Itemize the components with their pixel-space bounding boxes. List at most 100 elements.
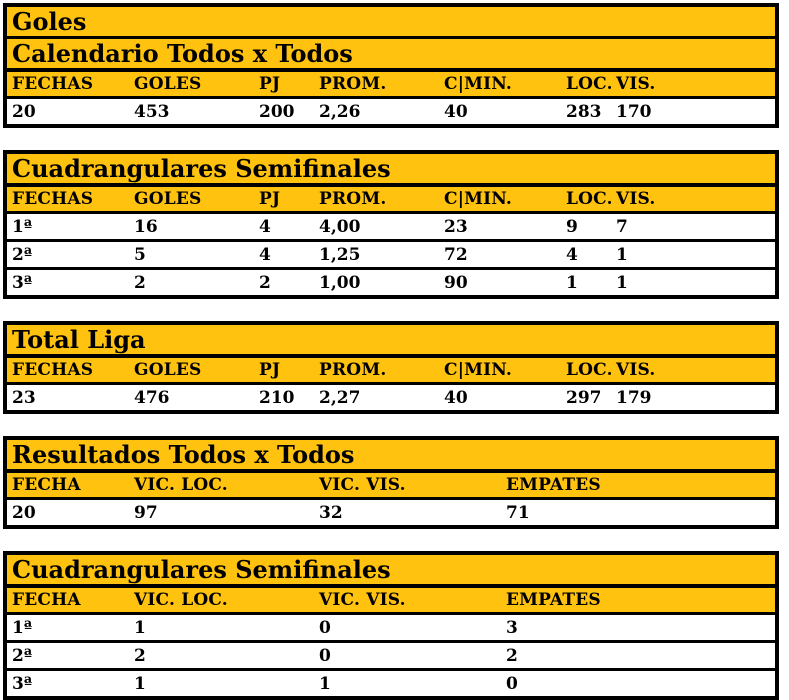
- cell-prom: 1,25: [314, 239, 439, 269]
- cell-goles: 476: [129, 382, 254, 412]
- cell-pj: 210: [254, 382, 314, 412]
- cell-empates: 2: [501, 640, 777, 670]
- cell-fechas: 2ª: [5, 239, 129, 269]
- cell-prom: 1,00: [314, 267, 439, 297]
- column-header-pj: PJ: [254, 68, 314, 99]
- cell-vic-loc: 1: [129, 668, 314, 698]
- cell-pj: 4: [254, 211, 314, 241]
- cell-cmin: 23: [439, 211, 561, 241]
- column-header-prom: PROM.: [314, 68, 439, 99]
- column-header-fechas: FECHAS: [5, 354, 129, 385]
- column-header-vic-vis: VIC. VIS.: [314, 469, 501, 500]
- section-title: Cuadrangulares Semifinales: [5, 553, 777, 588]
- column-header-vis: VIS.: [611, 68, 777, 99]
- header-row: FECHAS GOLES PJ PROM. C|MIN. LOC. VIS.: [5, 354, 777, 385]
- title-row: Cuadrangulares Semifinales: [5, 553, 777, 588]
- data-row: 20 453 200 2,26 40 283 170: [5, 96, 777, 126]
- column-header-loc: LOC.: [561, 183, 611, 214]
- cell-vic-vis: 0: [314, 612, 501, 642]
- data-row: 3ª 1 1 0: [5, 668, 777, 698]
- column-header-cmin: C|MIN.: [439, 68, 561, 99]
- column-header-prom: PROM.: [314, 354, 439, 385]
- column-header-vis: VIS.: [611, 183, 777, 214]
- column-header-goles: GOLES: [129, 183, 254, 214]
- cell-empates: 71: [501, 497, 777, 527]
- cell-fechas: 1ª: [5, 211, 129, 241]
- column-header-fechas: FECHAS: [5, 183, 129, 214]
- data-row: 23 476 210 2,27 40 297 179: [5, 382, 777, 412]
- cell-goles: 2: [129, 267, 254, 297]
- cell-goles: 5: [129, 239, 254, 269]
- column-header-goles: GOLES: [129, 354, 254, 385]
- cell-empates: 3: [501, 612, 777, 642]
- column-header-vic-loc: VIC. LOC.: [129, 469, 314, 500]
- goles-cuadrangulares-table: Cuadrangulares Semifinales FECHAS GOLES …: [3, 150, 779, 299]
- goles-calendario-table: Goles Calendario Todos x Todos FECHAS GO…: [3, 3, 779, 128]
- resultados-calendario-table: Resultados Todos x Todos FECHA VIC. LOC.…: [3, 436, 779, 529]
- cell-fecha: 2ª: [5, 640, 129, 670]
- cell-loc: 4: [561, 239, 611, 269]
- column-header-cmin: C|MIN.: [439, 183, 561, 214]
- cell-fechas: 3ª: [5, 267, 129, 297]
- column-header-pj: PJ: [254, 354, 314, 385]
- cell-loc: 297: [561, 382, 611, 412]
- cell-vis: 179: [611, 382, 777, 412]
- data-row: 2ª 2 0 2: [5, 640, 777, 670]
- header-row: FECHA VIC. LOC. VIC. VIS. EMPATES: [5, 469, 777, 500]
- column-header-loc: LOC.: [561, 354, 611, 385]
- header-row: FECHA VIC. LOC. VIC. VIS. EMPATES: [5, 584, 777, 615]
- data-row: 1ª 16 4 4,00 23 9 7: [5, 211, 777, 241]
- cell-cmin: 90: [439, 267, 561, 297]
- cell-vic-loc: 2: [129, 640, 314, 670]
- cell-pj: 2: [254, 267, 314, 297]
- column-header-fecha: FECHA: [5, 469, 129, 500]
- cell-empates: 0: [501, 668, 777, 698]
- column-header-vis: VIS.: [611, 354, 777, 385]
- cell-prom: 2,27: [314, 382, 439, 412]
- data-row: 2ª 5 4 1,25 72 4 1: [5, 239, 777, 269]
- section-subtitle: Calendario Todos x Todos: [5, 37, 777, 72]
- column-header-vic-loc: VIC. LOC.: [129, 584, 314, 615]
- cell-pj: 200: [254, 96, 314, 126]
- header-row: FECHAS GOLES PJ PROM. C|MIN. LOC. VIS.: [5, 68, 777, 99]
- cell-fecha: 1ª: [5, 612, 129, 642]
- column-header-loc: LOC.: [561, 68, 611, 99]
- data-row: 20 97 32 71: [5, 497, 777, 527]
- header-row: FECHAS GOLES PJ PROM. C|MIN. LOC. VIS.: [5, 183, 777, 214]
- cell-cmin: 72: [439, 239, 561, 269]
- cell-vis: 1: [611, 267, 777, 297]
- column-header-fechas: FECHAS: [5, 68, 129, 99]
- subtitle-row: Calendario Todos x Todos: [5, 37, 777, 72]
- column-header-empates: EMPATES: [501, 469, 777, 500]
- cell-fecha: 20: [5, 497, 129, 527]
- section-title: Total Liga: [5, 323, 777, 358]
- section-title: Cuadrangulares Semifinales: [5, 152, 777, 187]
- cell-vis: 1: [611, 239, 777, 269]
- cell-vic-loc: 1: [129, 612, 314, 642]
- title-row: Resultados Todos x Todos: [5, 438, 777, 473]
- cell-fechas: 23: [5, 382, 129, 412]
- column-header-pj: PJ: [254, 183, 314, 214]
- cell-cmin: 40: [439, 96, 561, 126]
- column-header-empates: EMPATES: [501, 584, 777, 615]
- cell-vic-vis: 1: [314, 668, 501, 698]
- section-title: Goles: [5, 5, 777, 39]
- cell-prom: 2,26: [314, 96, 439, 126]
- title-row: Cuadrangulares Semifinales: [5, 152, 777, 187]
- cell-fechas: 20: [5, 96, 129, 126]
- cell-vic-vis: 32: [314, 497, 501, 527]
- column-header-fecha: FECHA: [5, 584, 129, 615]
- cell-vis: 170: [611, 96, 777, 126]
- cell-fecha: 3ª: [5, 668, 129, 698]
- data-row: 1ª 1 0 3: [5, 612, 777, 642]
- resultados-cuadrangulares-table: Cuadrangulares Semifinales FECHA VIC. LO…: [3, 551, 779, 700]
- column-header-cmin: C|MIN.: [439, 354, 561, 385]
- cell-vic-loc: 97: [129, 497, 314, 527]
- cell-loc: 283: [561, 96, 611, 126]
- cell-pj: 4: [254, 239, 314, 269]
- cell-loc: 9: [561, 211, 611, 241]
- title-row: Goles: [5, 5, 777, 39]
- cell-cmin: 40: [439, 382, 561, 412]
- total-liga-table: Total Liga FECHAS GOLES PJ PROM. C|MIN. …: [3, 321, 779, 414]
